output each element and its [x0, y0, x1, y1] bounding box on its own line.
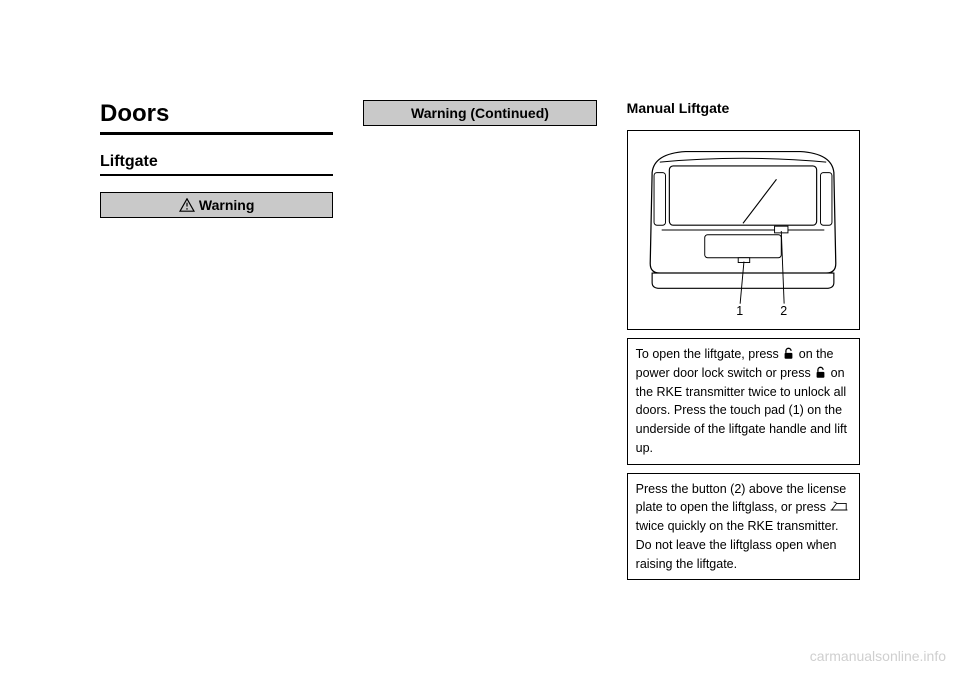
warning-continued-label: Warning (Continued) [411, 105, 549, 121]
unlock-icon [782, 347, 795, 360]
column-3: Manual Liftgate [627, 100, 860, 580]
column-2: Warning (Continued) [363, 100, 596, 580]
warning-continued-box: Warning (Continued) [363, 100, 596, 126]
figure-label-1: 1 [737, 304, 744, 318]
paragraph-1: To open the liftgate, press on the power… [627, 338, 860, 465]
column-1: Doors Liftgate Warning [100, 100, 333, 580]
unlock-icon [814, 366, 827, 379]
warning-label: Warning [199, 197, 254, 213]
para2-text-b: twice quickly on the RKE transmitter. Do… [636, 519, 839, 571]
page-content: Doors Liftgate Warning Warning (Continue… [100, 100, 860, 580]
paragraph-2: Press the button (2) above the license p… [627, 473, 860, 581]
para1-text-a: To open the liftgate, press [636, 347, 783, 361]
liftgate-heading: Liftgate [100, 153, 333, 176]
para2-text-a: Press the button (2) above the license p… [636, 482, 847, 515]
vehicle-rear-svg: 1 2 [633, 135, 853, 325]
doors-heading: Doors [100, 100, 333, 135]
manual-liftgate-heading: Manual Liftgate [627, 100, 860, 116]
watermark-text: carmanualsonline.info [810, 648, 946, 664]
figure-label-2: 2 [781, 304, 788, 318]
warning-triangle-icon [179, 198, 195, 212]
liftgate-figure: 1 2 [627, 130, 860, 330]
liftglass-icon [830, 501, 848, 513]
warning-box: Warning [100, 192, 333, 218]
